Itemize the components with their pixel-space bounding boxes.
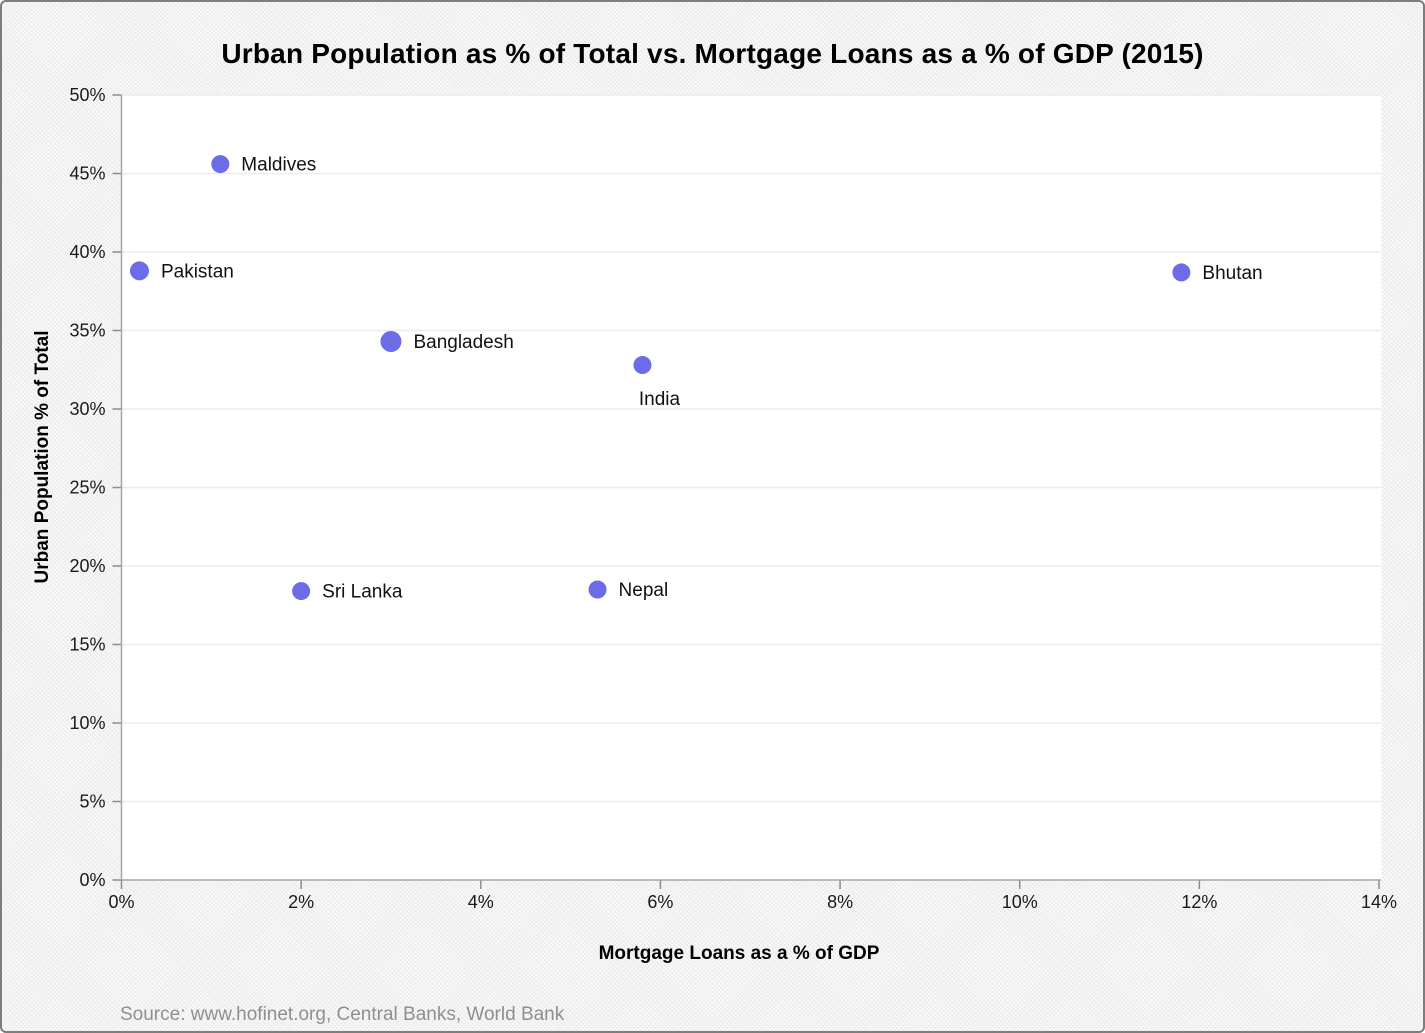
point-label-nepal: Nepal: [619, 580, 669, 601]
x-tick-label: 4%: [468, 892, 494, 912]
axes: [112, 94, 1381, 889]
y-tick-label: 50%: [69, 85, 105, 105]
y-tick-label: 45%: [69, 164, 105, 184]
chart-title: Urban Population as % of Total vs. Mortg…: [221, 38, 1204, 69]
x-tick-label: 2%: [288, 892, 314, 912]
point-label-maldives: Maldives: [241, 155, 316, 176]
y-tick-label: 15%: [69, 635, 105, 655]
gridlines: [121, 94, 1381, 803]
data-point-bangladesh: [380, 330, 402, 352]
data-point-nepal: [588, 580, 607, 599]
point-label-india: India: [639, 389, 681, 410]
x-tick-label: 14%: [1361, 892, 1397, 912]
y-tick-label: 30%: [69, 399, 105, 419]
y-tick-label: 5%: [79, 792, 105, 812]
data-point-maldives: [211, 155, 230, 174]
x-tick-label: 10%: [1002, 892, 1038, 912]
data-point-bhutan: [1172, 263, 1191, 282]
tick-labels: 0% 5% 10% 15% 20% 25% 30% 35% 40% 45% 50% 0% 2% 4% 6% 8…: [69, 85, 1397, 912]
data-points: Pakistan Maldives Sri Lanka Bangladesh Nepal…: [129, 155, 1263, 603]
point-label-bhutan: Bhutan: [1202, 263, 1262, 284]
y-tick-label: 0%: [79, 870, 105, 890]
y-tick-label: 35%: [69, 321, 105, 341]
y-axis-title: Urban Population % of Total: [32, 331, 53, 584]
data-point-sri-lanka: [292, 582, 311, 601]
x-tick-label: 0%: [108, 892, 134, 912]
y-tick-label: 25%: [69, 478, 105, 498]
x-tick-label: 12%: [1181, 892, 1217, 912]
data-point-india: [633, 356, 652, 375]
point-label-pakistan: Pakistan: [161, 261, 234, 282]
x-tick-label: 8%: [827, 892, 853, 912]
y-tick-label: 40%: [69, 242, 105, 262]
y-tick-label: 10%: [69, 713, 105, 733]
source-note: Source: www.hofinet.org, Central Banks, …: [120, 1004, 565, 1025]
y-tick-label: 20%: [69, 556, 105, 576]
data-point-pakistan: [129, 261, 149, 281]
x-axis-title: Mortgage Loans as a % of GDP: [599, 943, 880, 964]
point-label-sri-lanka: Sri Lanka: [322, 582, 403, 603]
point-label-bangladesh: Bangladesh: [413, 332, 513, 353]
x-tick-label: 6%: [647, 892, 673, 912]
